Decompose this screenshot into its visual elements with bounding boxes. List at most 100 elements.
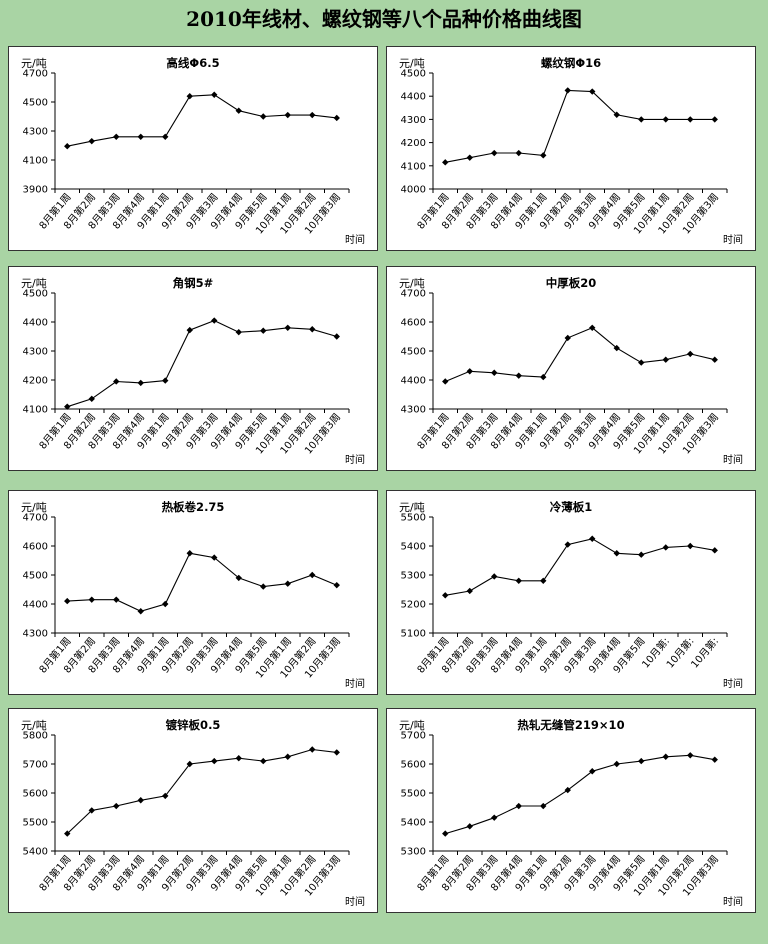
- y-tick-label: 4700: [23, 513, 48, 524]
- chart-title: 角钢5#: [172, 276, 214, 290]
- y-tick-label: 4600: [23, 542, 48, 553]
- x-axis-label: 时间: [345, 897, 365, 908]
- data-point: [309, 746, 316, 753]
- y-tick-label: 5500: [401, 789, 426, 800]
- data-point: [137, 133, 144, 140]
- data-point: [211, 757, 218, 765]
- data-point: [564, 87, 571, 94]
- series-line: [445, 327, 715, 383]
- data-point: [491, 573, 498, 580]
- y-tick-label: 4400: [23, 600, 48, 611]
- y-tick-label: 4200: [23, 376, 48, 387]
- chart-panel-cold-rolled-sheet: 元/吨 冷薄板1 时间 5100 5200 5300 5400 5500 8月第1周 8月第2周 8…: [386, 490, 756, 695]
- data-point: [235, 328, 242, 336]
- data-point: [515, 802, 522, 810]
- chart-title: 螺纹钢Φ16: [540, 56, 602, 70]
- chart-title: 镀锌板0.5: [165, 718, 221, 732]
- y-tick-label: 4300: [23, 127, 48, 138]
- y-unit-label: 元/吨: [399, 57, 425, 70]
- data-point: [162, 600, 169, 608]
- data-point: [564, 541, 571, 548]
- y-unit-label: 元/吨: [21, 277, 47, 290]
- chart-title: 热板卷2.75: [161, 500, 225, 514]
- y-unit-label: 元/吨: [21, 719, 47, 732]
- data-point: [662, 356, 669, 363]
- data-point: [491, 369, 498, 376]
- data-point: [88, 137, 95, 145]
- data-point: [186, 550, 193, 557]
- y-unit-label: 元/吨: [399, 501, 425, 514]
- y-tick-label: 5300: [401, 847, 426, 858]
- x-axis-label: 时间: [723, 897, 743, 908]
- data-point: [442, 378, 449, 385]
- data-point: [137, 379, 144, 387]
- line-chart: 410042004300440045008月第1周8月第2周8月第3周8月第4周…: [23, 289, 350, 457]
- data-point: [662, 753, 669, 760]
- data-point: [64, 597, 71, 605]
- data-point: [638, 551, 645, 558]
- x-axis-label: 时间: [345, 235, 365, 246]
- y-tick-label: 4100: [23, 156, 48, 167]
- data-point: [113, 802, 120, 810]
- data-point: [333, 581, 340, 589]
- data-point: [540, 577, 547, 584]
- data-point: [589, 768, 596, 775]
- y-tick-label: 4400: [23, 318, 48, 329]
- data-point: [162, 133, 169, 140]
- data-point: [687, 116, 694, 123]
- line-chart: 530054005500560057008月第1周8月第2周8月第3周8月第4周…: [401, 731, 728, 899]
- x-axis-label: 时间: [345, 455, 365, 466]
- series-line: [445, 754, 715, 835]
- y-tick-label: 5400: [401, 542, 426, 553]
- data-point: [284, 753, 291, 760]
- data-point: [260, 327, 267, 334]
- data-point: [442, 830, 449, 837]
- y-tick-label: 4700: [23, 69, 48, 80]
- y-tick-label: 4100: [23, 405, 48, 416]
- series-line: [67, 552, 338, 612]
- data-point: [64, 403, 71, 410]
- data-point: [442, 159, 449, 166]
- data-point: [186, 760, 193, 768]
- y-tick-label: 4400: [401, 376, 426, 387]
- y-tick-label: 5200: [401, 600, 426, 611]
- data-point: [540, 802, 547, 810]
- y-tick-label: 4400: [401, 92, 426, 103]
- y-tick-label: 4500: [23, 571, 48, 582]
- y-tick-label: 4300: [401, 405, 426, 416]
- data-point: [564, 786, 571, 794]
- data-point: [260, 757, 267, 765]
- series-line: [66, 748, 337, 834]
- data-point: [638, 359, 645, 366]
- y-tick-label: 4000: [401, 185, 426, 196]
- y-tick-label: 5500: [23, 818, 48, 829]
- y-unit-label: 元/吨: [21, 57, 47, 70]
- y-unit-label: 元/吨: [21, 501, 47, 514]
- data-point: [662, 116, 669, 123]
- data-point: [333, 333, 340, 340]
- chart-panel-hot-rolled-coil: 元/吨 热板卷2.75 时间 4300 4400 4500 4600 4700 8月第1周 8月第…: [8, 490, 378, 695]
- data-point: [711, 547, 718, 554]
- data-point: [186, 93, 193, 100]
- data-point: [442, 592, 449, 599]
- data-point: [589, 324, 596, 331]
- series-line: [67, 94, 337, 147]
- data-point: [186, 326, 193, 334]
- line-chart: 540055005600570058008月第1周8月第2周8月第3周8月第4周…: [23, 731, 350, 899]
- data-point: [260, 113, 267, 120]
- data-point: [284, 324, 291, 331]
- data-point: [613, 344, 620, 352]
- data-point: [711, 756, 718, 763]
- y-unit-label: 元/吨: [399, 719, 425, 732]
- data-point: [540, 373, 547, 381]
- data-point: [515, 372, 522, 379]
- series-line: [67, 320, 337, 408]
- y-tick-label: 4500: [23, 98, 48, 109]
- data-point: [711, 356, 718, 363]
- x-axis-label: 时间: [345, 679, 365, 690]
- data-point: [211, 91, 218, 98]
- data-point: [284, 111, 291, 119]
- data-point: [613, 111, 620, 118]
- chart-title: 热轧无缝管219×10: [517, 718, 625, 732]
- y-tick-label: 4500: [401, 347, 426, 358]
